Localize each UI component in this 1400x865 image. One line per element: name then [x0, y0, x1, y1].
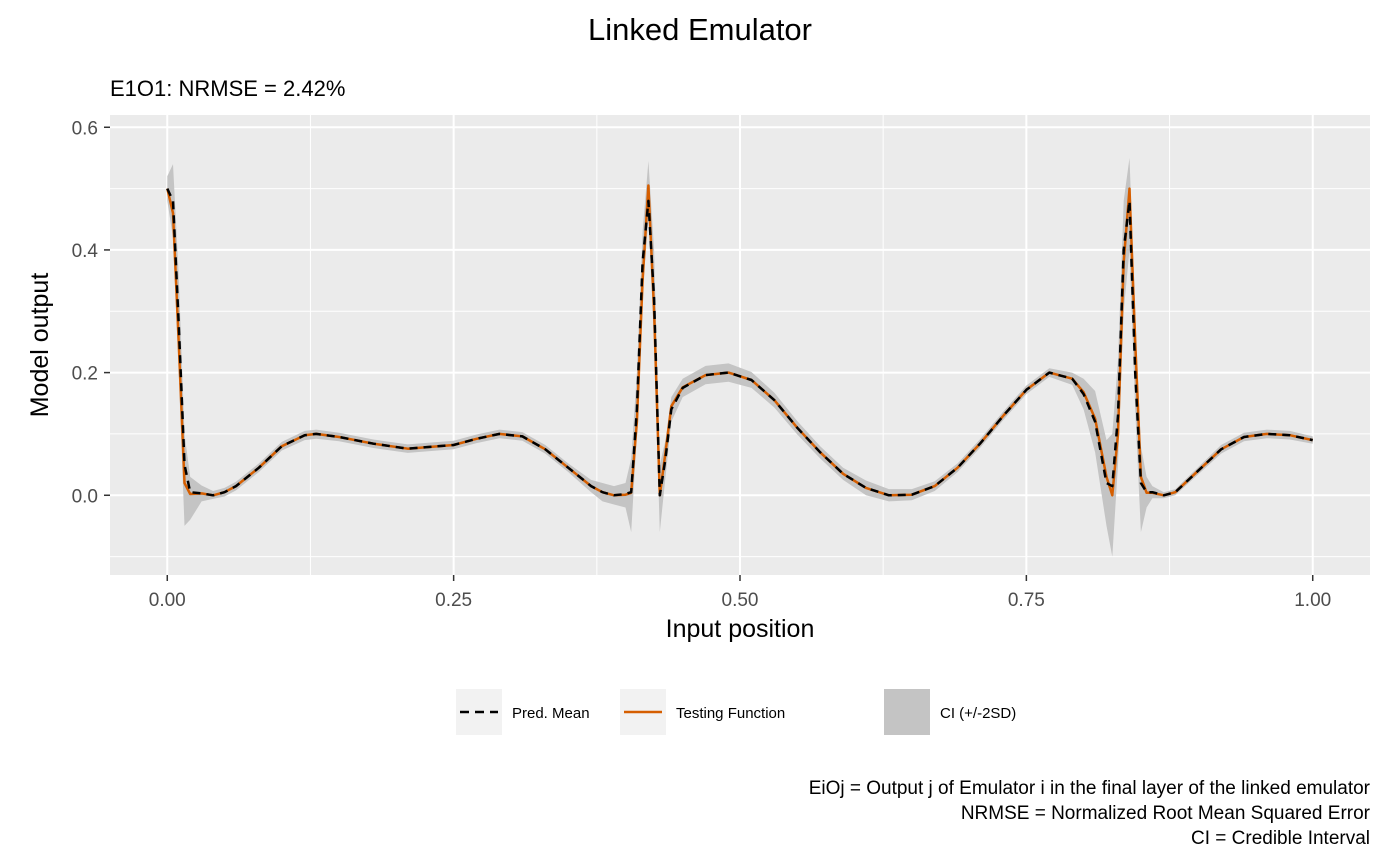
caption-line-2: NRMSE = Normalized Root Mean Squared Err…: [961, 803, 1371, 824]
x-tick-label: 0.25: [435, 590, 472, 611]
caption: EiOj = Output j of Emulator i in the fin…: [809, 778, 1371, 849]
legend-label-ci: CI (+/-2SD): [940, 705, 1016, 722]
x-tick-label: 1.00: [1294, 590, 1331, 611]
y-tick-label: 0.4: [72, 241, 99, 262]
y-tick-label: 0.2: [72, 364, 98, 385]
caption-line-1: EiOj = Output j of Emulator i in the fin…: [809, 778, 1371, 799]
legend: Pred. Mean Testing Function CI (+/-2SD): [456, 689, 1016, 735]
caption-line-3: CI = Credible Interval: [1191, 828, 1370, 849]
chart-subtitle: E1O1: NRMSE = 2.42%: [110, 76, 345, 101]
series-line-testing-function: [166, 184, 1313, 497]
x-tick-label: 0.50: [722, 590, 759, 611]
legend-label-testing-function: Testing Function: [676, 705, 785, 722]
x-tick-label: 0.00: [149, 590, 186, 611]
y-tick-label: 0.0: [72, 486, 98, 507]
series-lines: [166, 184, 1313, 497]
legend-label-pred-mean: Pred. Mean: [512, 705, 590, 722]
x-tick-label: 0.75: [1008, 590, 1045, 611]
x-axis-title: Input position: [666, 615, 815, 643]
legend-key-ci: [884, 689, 930, 735]
x-axis: 0.00 0.25 0.50 0.75 1.00: [149, 575, 1331, 611]
chart-title: Linked Emulator: [588, 12, 812, 47]
y-axis-title: Model output: [26, 273, 54, 418]
y-tick-label: 0.6: [72, 118, 98, 139]
y-axis: 0.0 0.2 0.4 0.6: [72, 118, 110, 507]
